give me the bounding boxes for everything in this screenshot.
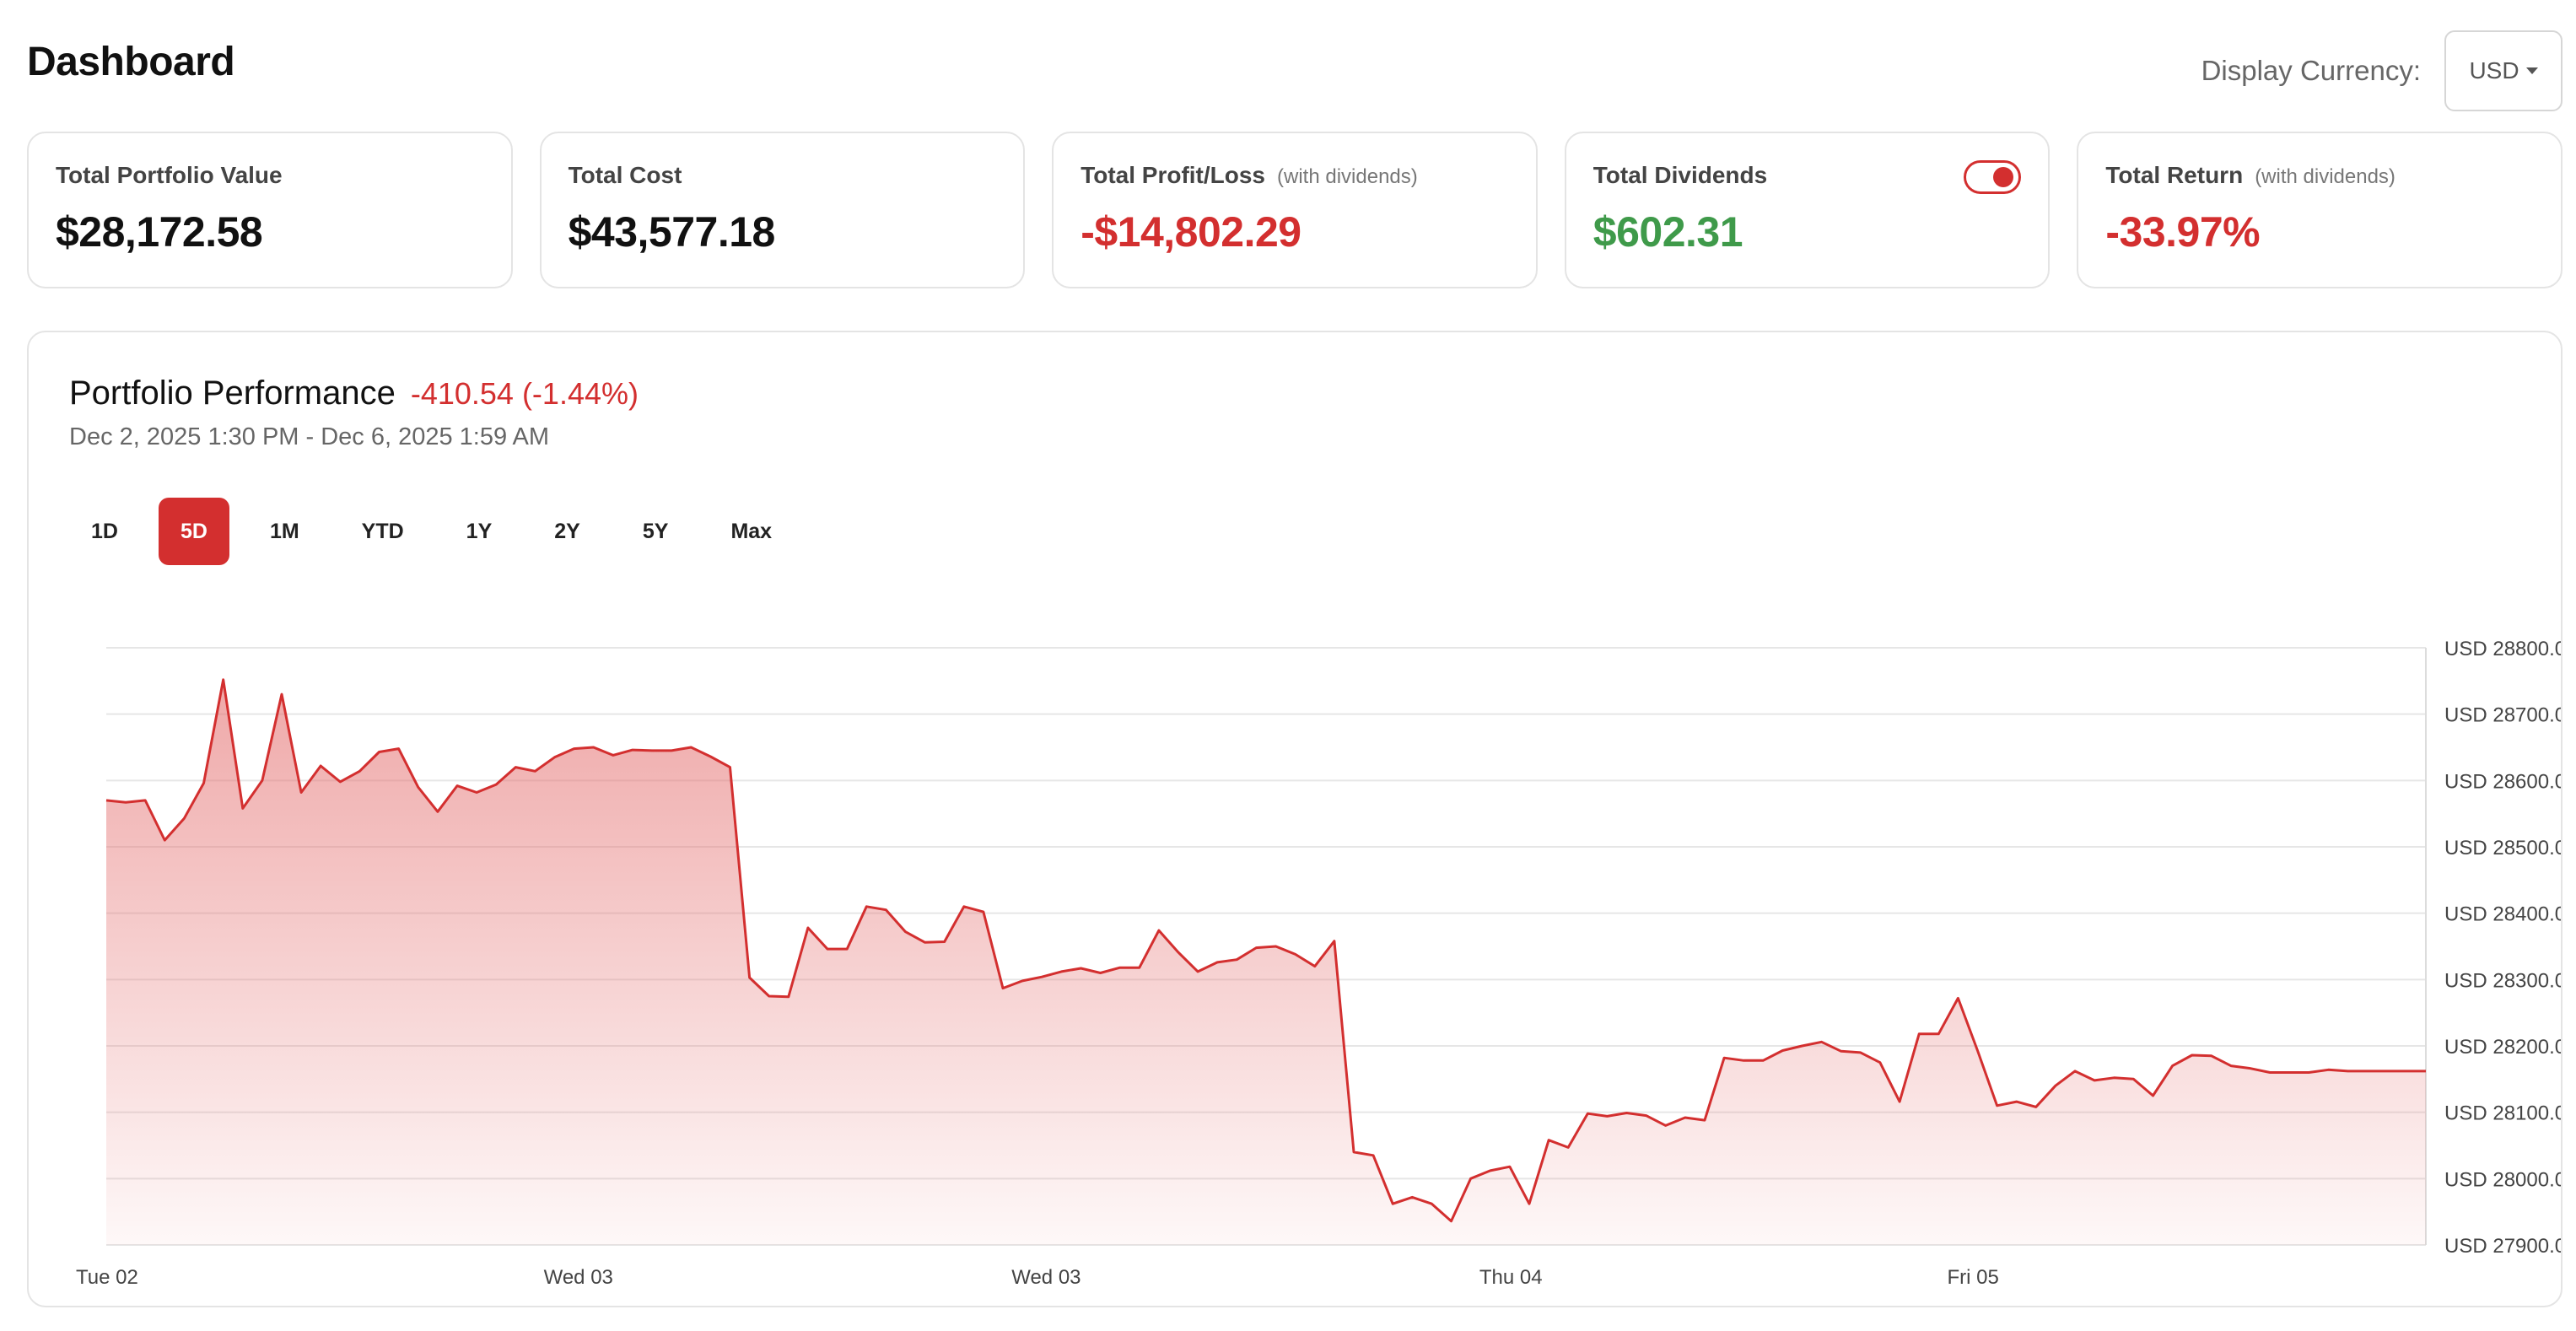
x-tick-label: Fri 05: [1947, 1266, 1998, 1289]
card-sublabel: (with dividends): [1277, 165, 1418, 188]
card-sublabel: (with dividends): [2255, 165, 2395, 188]
card-label: Total Dividends: [1592, 162, 1768, 188]
card-label: Total Portfolio Value: [56, 162, 283, 188]
card-label: Total Profit/Loss (with dividends): [1081, 162, 1418, 188]
y-axis: USD 28800.00 USD 28700.00 USD 28600.00 USD …: [2444, 638, 2561, 1258]
y-tick-label: USD 27900.00: [2444, 1235, 2561, 1258]
card-label: Total Cost: [568, 162, 682, 188]
performance-date-range: Dec 2, 2025 1:30 PM - Dec 6, 2025 1:59 A…: [69, 423, 550, 450]
card-value: -$14,802.29: [1081, 208, 1301, 256]
x-tick-label: Wed 03: [544, 1266, 613, 1289]
y-tick-label: USD 28400.00: [2444, 903, 2561, 926]
card-value: $43,577.18: [568, 208, 776, 256]
chart-area-layer: [106, 679, 2426, 1245]
y-tick-label: USD 28000.00: [2444, 1168, 2561, 1191]
x-tick-label: Tue 02: [76, 1266, 138, 1289]
range-button-5y[interactable]: 5Y: [642, 519, 669, 543]
header: Dashboard Display Currency: USD: [27, 30, 2563, 125]
performance-title: Portfolio Performance: [69, 375, 396, 412]
card-total-dividends: Total Dividends $602.31: [1564, 132, 2051, 288]
y-tick-label: USD 28500.00: [2444, 837, 2561, 859]
performance-panel: Portfolio Performance -410.54 (-1.44%) D…: [27, 331, 2563, 1307]
caret-down-icon: [2525, 67, 2538, 74]
toggle-knob: [1993, 167, 2014, 187]
summary-cards: Total Portfolio Value $28,172.58 Total C…: [27, 132, 2563, 288]
range-button-1d[interactable]: 1D: [91, 519, 118, 543]
range-button-2y[interactable]: 2Y: [554, 519, 580, 543]
y-tick-label: USD 28800.00: [2444, 638, 2561, 660]
y-tick-label: USD 28100.00: [2444, 1102, 2561, 1125]
range-button-1y[interactable]: 1Y: [466, 519, 493, 543]
y-tick-label: USD 28700.00: [2444, 704, 2561, 727]
x-axis: Tue 02 Wed 03 Wed 03 Thu 04 Fri 05: [76, 1266, 1999, 1289]
card-value: $28,172.58: [56, 208, 263, 256]
series-line: [105, 678, 2426, 1223]
x-tick-label: Wed 03: [1011, 1266, 1081, 1289]
range-button-1m[interactable]: 1M: [269, 519, 299, 543]
card-total-return: Total Return (with dividends) -33.97%: [2077, 132, 2563, 288]
range-button-5d[interactable]: 5D: [158, 498, 229, 565]
y-tick-label: USD 28300.00: [2444, 969, 2561, 992]
performance-header: Portfolio Performance -410.54 (-1.44%): [69, 375, 639, 412]
page-title: Dashboard: [27, 40, 235, 84]
dividends-toggle[interactable]: [1964, 160, 2022, 194]
card-total-profit-loss: Total Profit/Loss (with dividends) -$14,8…: [1052, 132, 1538, 288]
currency-value: USD: [2469, 57, 2519, 84]
chart-line-layer: [105, 678, 2426, 1223]
y-tick-label: USD 28200.00: [2444, 1036, 2561, 1059]
card-value: $602.31: [1592, 208, 1743, 256]
y-tick-label: USD 28600.00: [2444, 770, 2561, 793]
currency-select[interactable]: USD: [2444, 30, 2563, 111]
performance-change: -410.54 (-1.44%): [410, 376, 639, 411]
currency-label: Display Currency:: [2201, 55, 2421, 86]
range-button-ytd[interactable]: YTD: [361, 519, 404, 543]
series-area: [106, 679, 2426, 1245]
card-total-portfolio-value: Total Portfolio Value $28,172.58: [27, 132, 513, 288]
currency-control: Display Currency: USD: [2201, 30, 2563, 111]
range-button-max[interactable]: Max: [730, 519, 773, 543]
performance-chart[interactable]: USD 28800.00 USD 28700.00 USD 28600.00 USD …: [29, 332, 2561, 1306]
x-tick-label: Thu 04: [1479, 1266, 1543, 1289]
range-selector: 1D 5D 1M YTD 1Y 2Y 5Y Max: [69, 498, 812, 565]
card-total-cost: Total Cost $43,577.18: [539, 132, 1026, 288]
card-value: -33.97%: [2105, 208, 2261, 256]
card-label: Total Return (with dividends): [2105, 162, 2395, 188]
